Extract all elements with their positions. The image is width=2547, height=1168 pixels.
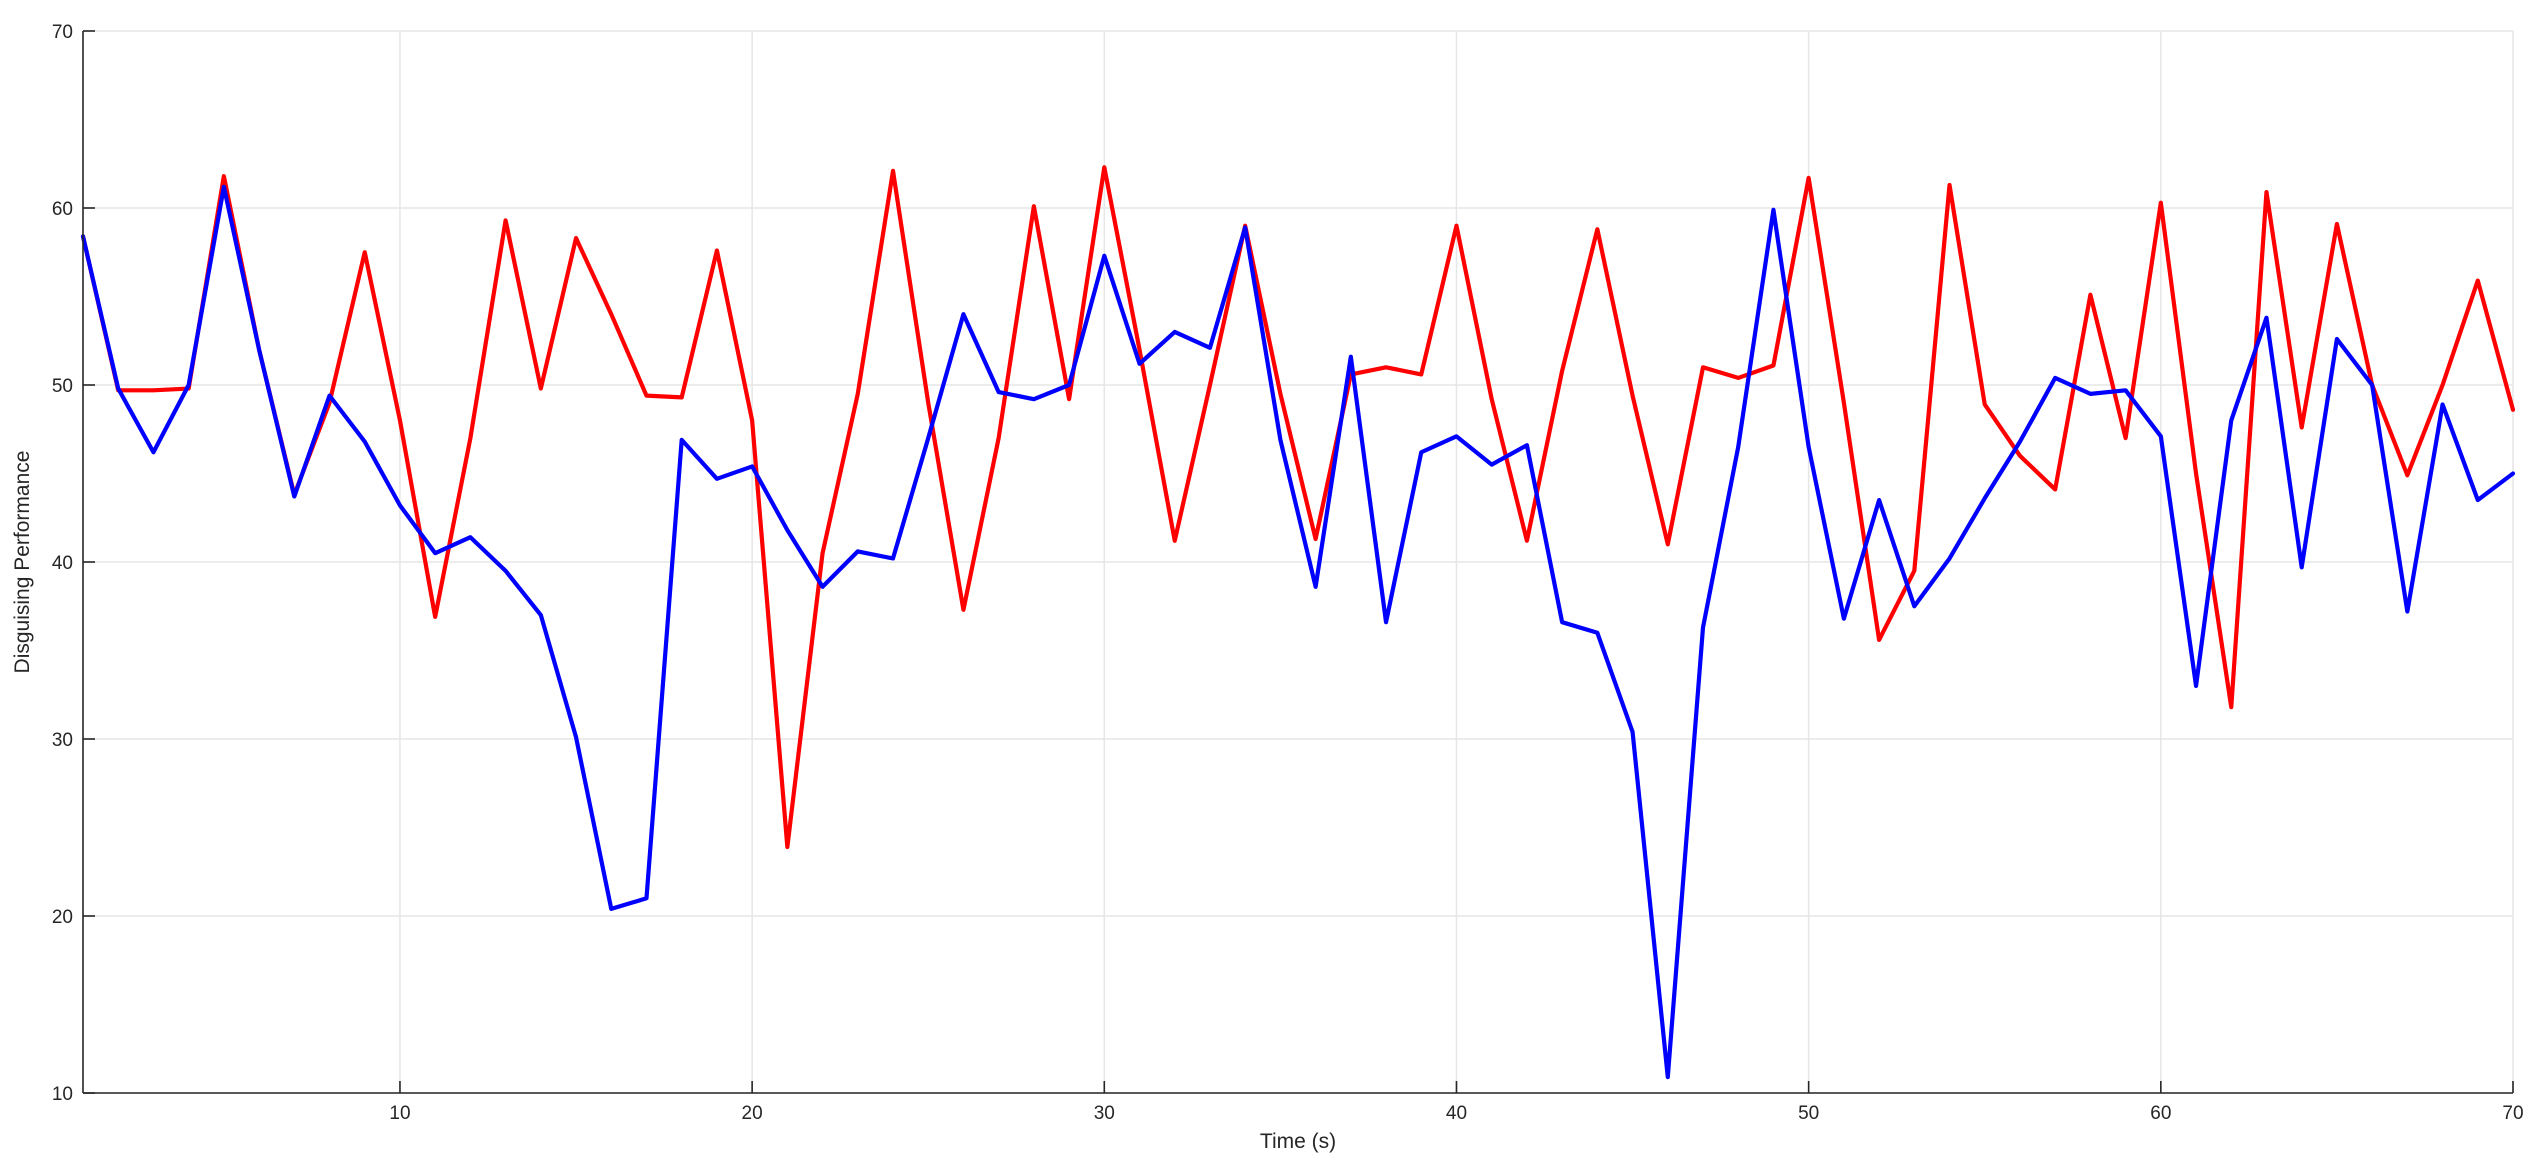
x-tick-label: 60 [2150,1103,2171,1124]
y-tick-label: 10 [52,1084,73,1105]
y-tick-label: 20 [52,907,73,928]
y-tick-label: 60 [52,199,73,220]
x-tick-label: 10 [389,1103,410,1124]
y-tick-label: 40 [52,553,73,574]
x-tick-label: 20 [742,1103,763,1124]
y-tick-label: 50 [52,376,73,397]
x-tick-label: 70 [2502,1103,2523,1124]
y-tick-label: 30 [52,730,73,751]
series-line-1 [80,165,2516,850]
series-line-2 [80,184,2516,1080]
x-axis-label: Time (s) [1260,1130,1336,1153]
series-layer [80,165,2516,1080]
x-tick-label: 40 [1446,1103,1467,1124]
axis-labels: Time (s) Disguising Performance [11,451,1336,1153]
x-tick-label: 30 [1094,1103,1115,1124]
axes: 10 20 30 40 50 60 70 10 20 30 40 50 60 70 [52,22,2524,1124]
y-axis-label: Disguising Performance [11,451,34,674]
x-tick-label: 50 [1798,1103,1819,1124]
y-tick-label: 70 [52,22,73,43]
